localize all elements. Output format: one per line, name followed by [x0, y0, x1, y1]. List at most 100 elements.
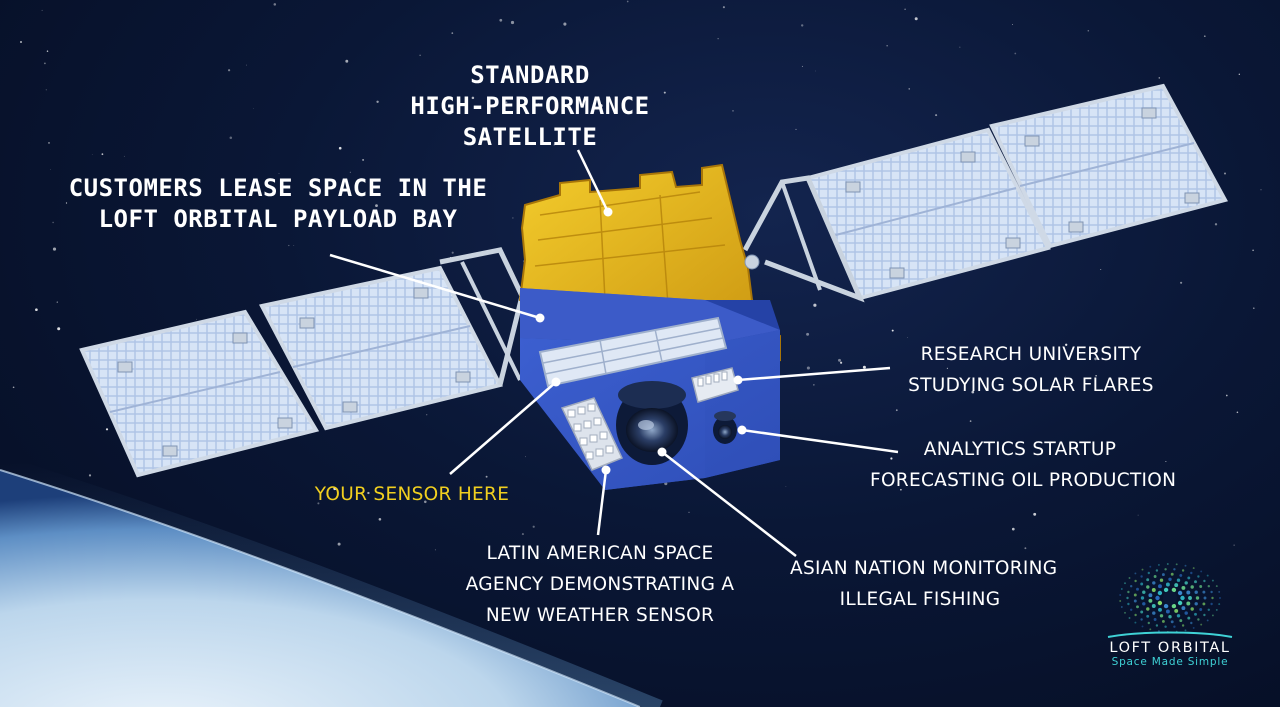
- star: [88, 474, 92, 477]
- logo-dot: [1136, 605, 1139, 609]
- brand-name: LOFT ORBITAL: [1109, 640, 1231, 656]
- star: [1180, 281, 1183, 284]
- logo-dot: [1124, 582, 1126, 585]
- logo-dot: [1127, 590, 1130, 594]
- label-line: YOUR SENSOR HERE: [314, 484, 510, 505]
- star: [105, 428, 109, 431]
- logo-dot: [1203, 579, 1206, 583]
- star: [838, 358, 841, 362]
- logo-dot: [1176, 614, 1181, 618]
- star: [378, 518, 382, 521]
- callout-line-satellite: [576, 149, 610, 213]
- star: [337, 542, 341, 546]
- star: [914, 17, 918, 21]
- logo-dot: [1207, 608, 1211, 611]
- logo-dot: [1128, 617, 1131, 619]
- star: [1095, 350, 1098, 353]
- logo-dot: [1211, 579, 1214, 582]
- label-asian-nation: ASIAN NATION MONITORING ILLEGAL FISHING: [790, 553, 1057, 615]
- logo-dot: [1146, 607, 1150, 611]
- logo-dot: [1165, 582, 1170, 587]
- star: [946, 367, 948, 369]
- earth-horizon: [0, 455, 663, 707]
- label-line: LOFT ORBITAL PAYLOAD BAY: [98, 205, 458, 233]
- star: [1065, 343, 1068, 346]
- logo-dot: [1190, 571, 1193, 575]
- star: [1236, 411, 1239, 414]
- label-line: CUSTOMERS LEASE SPACE IN THE: [68, 174, 488, 202]
- logo-dot: [1165, 609, 1170, 614]
- logo-dot: [1190, 621, 1193, 625]
- callout-line-research: [737, 366, 891, 382]
- star: [563, 22, 567, 26]
- star: [1238, 73, 1240, 75]
- star: [1260, 189, 1262, 191]
- star: [65, 202, 68, 204]
- star: [626, 0, 629, 3]
- logo-dot: [1146, 585, 1150, 589]
- star: [229, 136, 233, 140]
- logo-dot: [1142, 590, 1146, 594]
- callout-lines: [329, 149, 899, 557]
- logo-dot: [1159, 614, 1164, 618]
- loft-orbital-logo-icon: [1119, 563, 1221, 633]
- logo-dot: [1184, 564, 1187, 567]
- star: [41, 9, 43, 11]
- logo-dot: [1210, 602, 1213, 606]
- logo-dot: [1141, 568, 1144, 571]
- star: [333, 487, 337, 491]
- logo-dot: [1168, 615, 1172, 619]
- star: [785, 486, 787, 488]
- star: [499, 18, 503, 22]
- logo-dot: [1206, 619, 1209, 622]
- logo-dot: [1142, 602, 1146, 606]
- logo-dot: [1190, 585, 1194, 589]
- star: [426, 414, 428, 416]
- logo-dot: [1164, 625, 1167, 628]
- star: [227, 69, 231, 72]
- star: [1224, 172, 1226, 175]
- star: [1203, 35, 1206, 38]
- brand-tagline: Space Made Simple: [1111, 656, 1229, 668]
- logo-dot: [1206, 574, 1209, 577]
- logo-dot: [1149, 628, 1152, 631]
- logo-dot: [1199, 585, 1203, 588]
- logo-dot: [1164, 568, 1167, 571]
- label-line: LATIN AMERICAN SPACE: [486, 543, 714, 564]
- logo-dot: [1140, 582, 1144, 586]
- label-line: ILLEGAL FISHING: [839, 589, 1001, 610]
- label-payload-bay: CUSTOMERS LEASE SPACE IN THE LOFT ORBITA…: [48, 173, 508, 235]
- logo-dot: [1194, 612, 1197, 616]
- logo-dot: [1194, 602, 1198, 606]
- callout-line-your-sensor: [449, 381, 557, 475]
- logo-dot: [1179, 619, 1183, 623]
- star: [56, 301, 58, 303]
- star: [471, 96, 475, 100]
- star: [246, 64, 247, 66]
- logo-dot: [1179, 573, 1183, 577]
- star: [1158, 77, 1161, 79]
- star: [1011, 24, 1013, 26]
- label-latin-american-agency: LATIN AMERICAN SPACE AGENCY DEMONSTRATIN…: [460, 538, 740, 631]
- payload-large-camera: [616, 381, 688, 465]
- logo-dot: [1190, 607, 1194, 611]
- left-solar-array: [79, 247, 525, 478]
- logo-dot: [1215, 608, 1218, 611]
- star: [12, 386, 15, 389]
- star: [46, 50, 49, 52]
- logo-dot: [1215, 585, 1218, 588]
- star: [317, 502, 320, 505]
- star: [801, 65, 803, 67]
- star: [813, 303, 817, 307]
- star: [1011, 527, 1015, 531]
- star: [806, 332, 810, 336]
- label-line: ANALYTICS STARTUP: [923, 439, 1117, 460]
- logo-dot: [1181, 569, 1185, 572]
- star: [801, 24, 804, 27]
- logo-dot: [1168, 577, 1172, 581]
- star: [1087, 29, 1090, 32]
- star: [904, 8, 906, 11]
- logo-dot: [1134, 613, 1137, 617]
- logo-dot: [1120, 588, 1123, 590]
